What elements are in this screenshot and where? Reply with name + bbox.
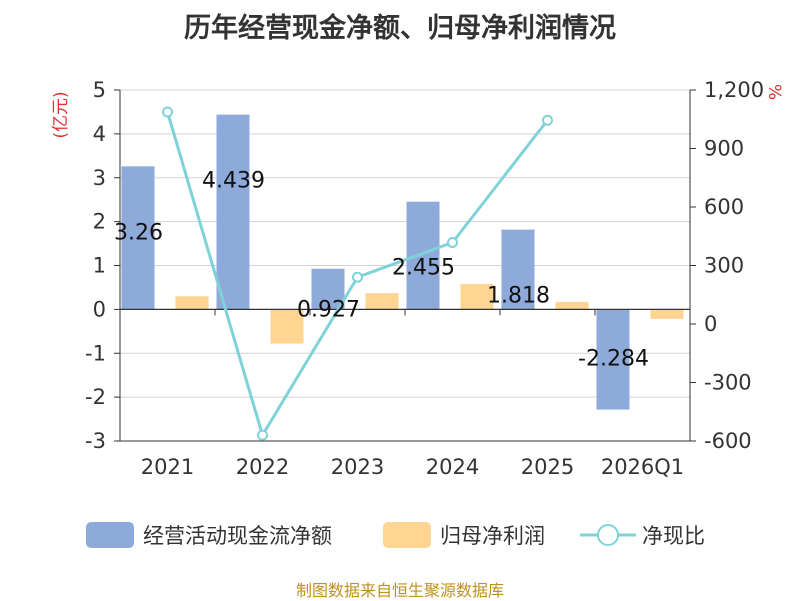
chart-title: 历年经营现金净额、归母净利润情况 xyxy=(184,13,616,44)
line-point xyxy=(447,236,458,248)
y-right-tick-label: 900 xyxy=(704,137,744,161)
y-left-tick-label: 0 xyxy=(93,297,106,321)
bar-operating-cashflow xyxy=(311,268,345,310)
line-point xyxy=(257,429,268,441)
legend-swatch-operating-cashflow xyxy=(86,522,134,548)
y-left-tick-label: 4 xyxy=(93,122,106,146)
y-left-tick-label: 3 xyxy=(93,166,106,190)
x-tick-label: 2021 xyxy=(141,455,194,479)
bar-net-profit xyxy=(365,293,399,310)
bars xyxy=(121,114,684,410)
bar-operating-cashflow xyxy=(121,166,155,310)
line-point xyxy=(162,106,173,118)
y-right-tick-label: 600 xyxy=(704,195,744,219)
line-point xyxy=(352,271,363,283)
y-right-tick-label: -300 xyxy=(704,371,752,395)
x-tick-label: 2023 xyxy=(331,455,384,479)
legend-label-net-cash-ratio: 净现比 xyxy=(642,524,705,548)
y-left-tick-label: -3 xyxy=(85,429,106,453)
bar-operating-cashflow xyxy=(501,229,535,310)
bar-net-profit xyxy=(460,283,494,310)
legend-swatch-marker xyxy=(597,524,619,546)
y-right-tick-label: 1,200 xyxy=(704,78,764,102)
y-right-tick-label: -600 xyxy=(704,429,752,453)
bar-operating-cashflow xyxy=(216,114,250,310)
y-left-axis-label: (亿元) xyxy=(51,91,71,138)
y-right-tick-label: 0 xyxy=(704,312,717,336)
y-left-tick-label: -1 xyxy=(85,341,106,365)
x-tick-label: 2024 xyxy=(426,455,479,479)
x-tick-label: 2022 xyxy=(236,455,289,479)
source-note: 制图数据来自恒生聚源数据库 xyxy=(295,581,504,600)
bar-operating-cashflow xyxy=(406,201,440,310)
bar-net-profit xyxy=(270,309,304,344)
bar-net-profit xyxy=(555,301,589,310)
axes: 5 4 3 2 1 0 -1 -2 -3 1,200 900 600 300 0 -300 -600 (亿元)%… xyxy=(51,78,784,479)
ratio-line xyxy=(162,106,553,441)
bar-data-label: 2.455 xyxy=(392,256,455,281)
line-point xyxy=(542,114,553,126)
bar-net-profit xyxy=(650,309,684,320)
bar-operating-cashflow xyxy=(596,309,630,410)
bar-net-profit xyxy=(175,296,209,310)
bar-data-label: 3.26 xyxy=(114,220,163,245)
y-left-tick-label: 5 xyxy=(93,78,106,102)
y-left-tick-label: -2 xyxy=(85,385,106,409)
legend-swatch-net-profit xyxy=(383,522,431,548)
bar-data-label: 4.439 xyxy=(202,169,265,194)
y-right-axis-label: % xyxy=(764,84,784,100)
bar-data-label: -2.284 xyxy=(578,347,649,372)
y-right-tick-label: 300 xyxy=(704,254,744,278)
legend-label-net-profit: 归母净利润 xyxy=(440,524,545,548)
bar-data-label: 1.818 xyxy=(487,284,550,309)
legend: 经营活动现金流净额 归母净利润 净现比 xyxy=(86,522,705,548)
y-left-tick-label: 1 xyxy=(93,254,106,278)
legend-label-operating-cashflow: 经营活动现金流净额 xyxy=(143,524,332,548)
bar-data-label: 0.927 xyxy=(297,298,360,323)
y-left-tick-label: 2 xyxy=(93,210,106,234)
x-tick-label: 2026Q1 xyxy=(601,455,684,479)
data-labels: 3.26 4.439 0.927 2.455 1.818 -2.284 xyxy=(114,169,649,372)
x-tick-label: 2025 xyxy=(521,455,574,479)
